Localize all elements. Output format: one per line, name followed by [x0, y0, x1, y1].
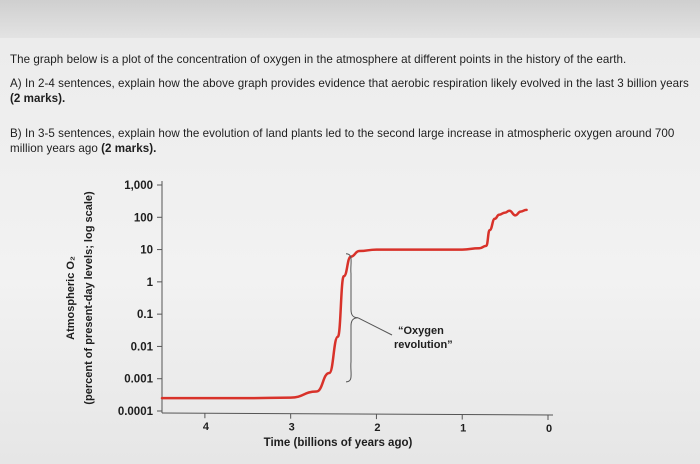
- top-shadow-strip: [0, 0, 700, 38]
- y-axis-title-line1: Atmospheric O₂: [65, 256, 77, 340]
- y-tick-label: 1,000: [124, 180, 153, 192]
- x-axis-line: [161, 412, 554, 416]
- question-part-a-text: A) In 2-4 sentences, explain how the abo…: [10, 77, 689, 90]
- question-part-a-marks: (2 marks).: [10, 92, 66, 105]
- y-tick-label: 0.1: [137, 309, 154, 321]
- oxygen-curve-line: [160, 208, 528, 400]
- y-tick-label: 0.01: [131, 341, 154, 353]
- x-tick-label: 1: [460, 423, 466, 435]
- annotation-leader-line: [357, 317, 393, 336]
- y-tick-label: 10: [140, 245, 153, 257]
- annotation-line2: revolution”: [394, 339, 453, 351]
- question-part-b-marks: (2 marks).: [101, 142, 157, 155]
- question-intro: The graph below is a plot of the concent…: [10, 53, 627, 66]
- question-part-b-text: B) In 3-5 sentences, explain how the evo…: [10, 127, 675, 155]
- y-tick-label: 0.001: [124, 374, 153, 386]
- y-tick-label: 100: [134, 212, 153, 224]
- revolution-bracket: [345, 253, 359, 383]
- x-tick-label: 2: [374, 422, 380, 434]
- y-tick-label: 0.0001: [118, 406, 154, 418]
- x-tick-label: 3: [289, 422, 295, 434]
- y-axis-title-line2: (percent of present-day levels; log scal…: [83, 191, 95, 405]
- x-tick-label: 0: [546, 423, 552, 435]
- y-tick-label: 1: [147, 277, 154, 289]
- x-axis-title: Time (billions of years ago): [264, 437, 413, 449]
- x-tick-label: 4: [203, 421, 210, 433]
- annotation-line1: “Oxygen: [398, 325, 444, 337]
- question-part-b: B) In 3-5 sentences, explain how the evo…: [10, 126, 700, 156]
- question-part-a: A) In 2-4 sentences, explain how the abo…: [10, 76, 700, 106]
